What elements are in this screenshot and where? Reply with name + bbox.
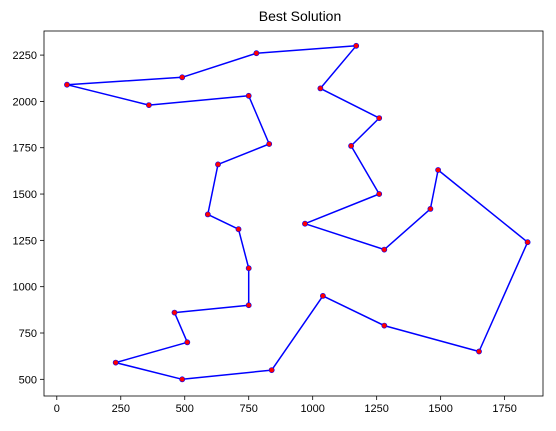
x-tick-label: 1250 (364, 403, 388, 415)
data-point (353, 42, 360, 49)
y-tick-label: 1250 (13, 235, 37, 247)
plot-area: 0 250 500 750 1000 1250 1500 1750 500 750 1000 1250… (13, 30, 544, 415)
y-tick-label: 500 (19, 374, 37, 386)
y-tick-label: 750 (19, 328, 37, 340)
y-tick-label: 2000 (13, 96, 37, 108)
y-tick-label: 1750 (13, 143, 37, 155)
data-point (317, 85, 324, 92)
data-point (381, 322, 388, 329)
data-point (266, 141, 273, 147)
data-point (476, 348, 482, 355)
data-point (171, 309, 178, 316)
data-point (319, 292, 326, 299)
axes-frame (43, 30, 544, 397)
x-tick-label: 750 (240, 403, 258, 415)
data-point (145, 102, 152, 108)
data-point (376, 191, 383, 197)
data-point (112, 359, 119, 366)
data-point (376, 115, 383, 121)
data-point (302, 220, 308, 227)
data-point (179, 376, 186, 383)
x-tick-label: 1750 (492, 403, 516, 415)
data-point (381, 246, 388, 253)
x-tick-label: 500 (176, 403, 194, 415)
x-tick-label: 0 (54, 403, 60, 415)
data-point (268, 367, 275, 373)
data-point (64, 81, 70, 88)
data-point (435, 167, 441, 173)
data-point (253, 50, 260, 57)
data-point (524, 239, 531, 246)
data-point (245, 92, 252, 99)
x-tick-label: 1500 (428, 403, 452, 415)
y-tick-label: 2250 (13, 50, 37, 62)
series-line (66, 45, 529, 381)
data-point (235, 226, 242, 233)
y-tick-label: 1500 (13, 189, 37, 201)
data-point (215, 161, 221, 168)
x-tick-label: 1000 (300, 403, 324, 415)
x-tick-label: 250 (112, 403, 130, 415)
data-point (348, 142, 354, 149)
data-point (245, 302, 252, 309)
data-point (179, 74, 186, 81)
data-point (184, 339, 191, 346)
y-tick-label: 1000 (13, 282, 37, 294)
data-point (427, 205, 434, 212)
data-point (204, 211, 211, 218)
chart-title: Best Solution (259, 8, 342, 24)
data-point (245, 265, 252, 272)
